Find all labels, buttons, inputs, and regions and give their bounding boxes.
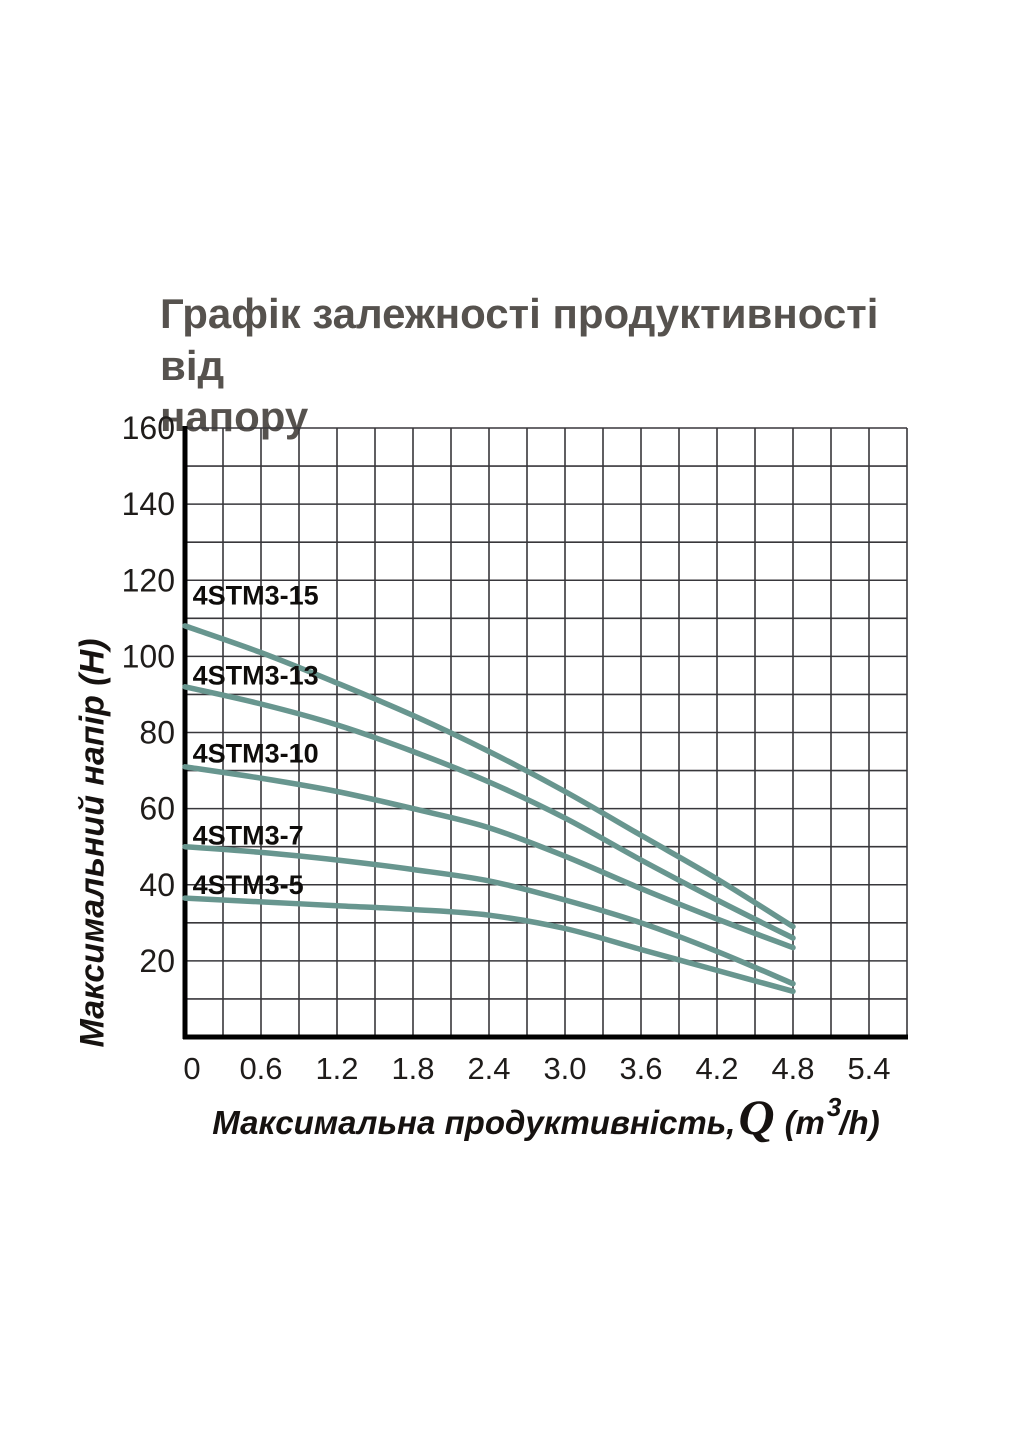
x-tick-label: 5.4 [847,1051,890,1086]
chart-title: Графік залежності продуктивності від нап… [160,288,900,443]
y-tick-label: 40 [139,867,175,903]
y-tick-label: 60 [139,791,175,827]
y-tick-label: 20 [139,943,175,979]
x-tick-label: 4.2 [695,1051,738,1086]
y-tick-label: 80 [139,715,175,751]
x-tick-label: 0.6 [239,1051,282,1086]
series-line-4STM3-15 [182,623,796,930]
y-tick-label: 160 [122,410,175,446]
series-label-4STM3-5: 4STM3-5 [193,870,304,900]
y-tick-label: 100 [122,638,175,674]
x-axis-unit: (m3/h) [784,1092,880,1141]
x-tick-label: 3.6 [619,1051,662,1086]
series-line-4STM3-5 [182,895,796,995]
x-tick-label: 2.4 [467,1051,510,1086]
x-tick-label: 3.0 [543,1051,586,1086]
series-line-4STM3-13 [182,684,796,941]
x-axis-unit-sup: 3 [826,1092,842,1122]
y-axis-title: Максимальний напір (H) [73,638,112,1048]
series-label-4STM3-15: 4STM3-15 [193,580,319,610]
series-line-4STM3-7 [182,843,796,987]
chart-title-line1: Графік залежності продуктивності від [160,290,879,389]
x-tick-label: 4.8 [771,1051,814,1086]
x-axis-q-symbol: Q [738,1089,775,1145]
series-label-4STM3-13: 4STM3-13 [193,660,319,690]
series-label-4STM3-10: 4STM3-10 [193,738,319,768]
x-axis-title-text: Максимальна продуктивність, [212,1104,736,1141]
series-label-4STM3-7: 4STM3-7 [193,820,304,850]
x-axis-title: Максимальна продуктивність,Q (m3/h) [185,1092,907,1142]
x-tick-label: 0 [183,1051,200,1086]
x-tick-label: 1.2 [315,1051,358,1086]
y-tick-label: 120 [122,562,175,598]
y-tick-label: 140 [122,486,175,522]
x-tick-label: 1.8 [391,1051,434,1086]
series-line-4STM3-10 [182,764,796,951]
